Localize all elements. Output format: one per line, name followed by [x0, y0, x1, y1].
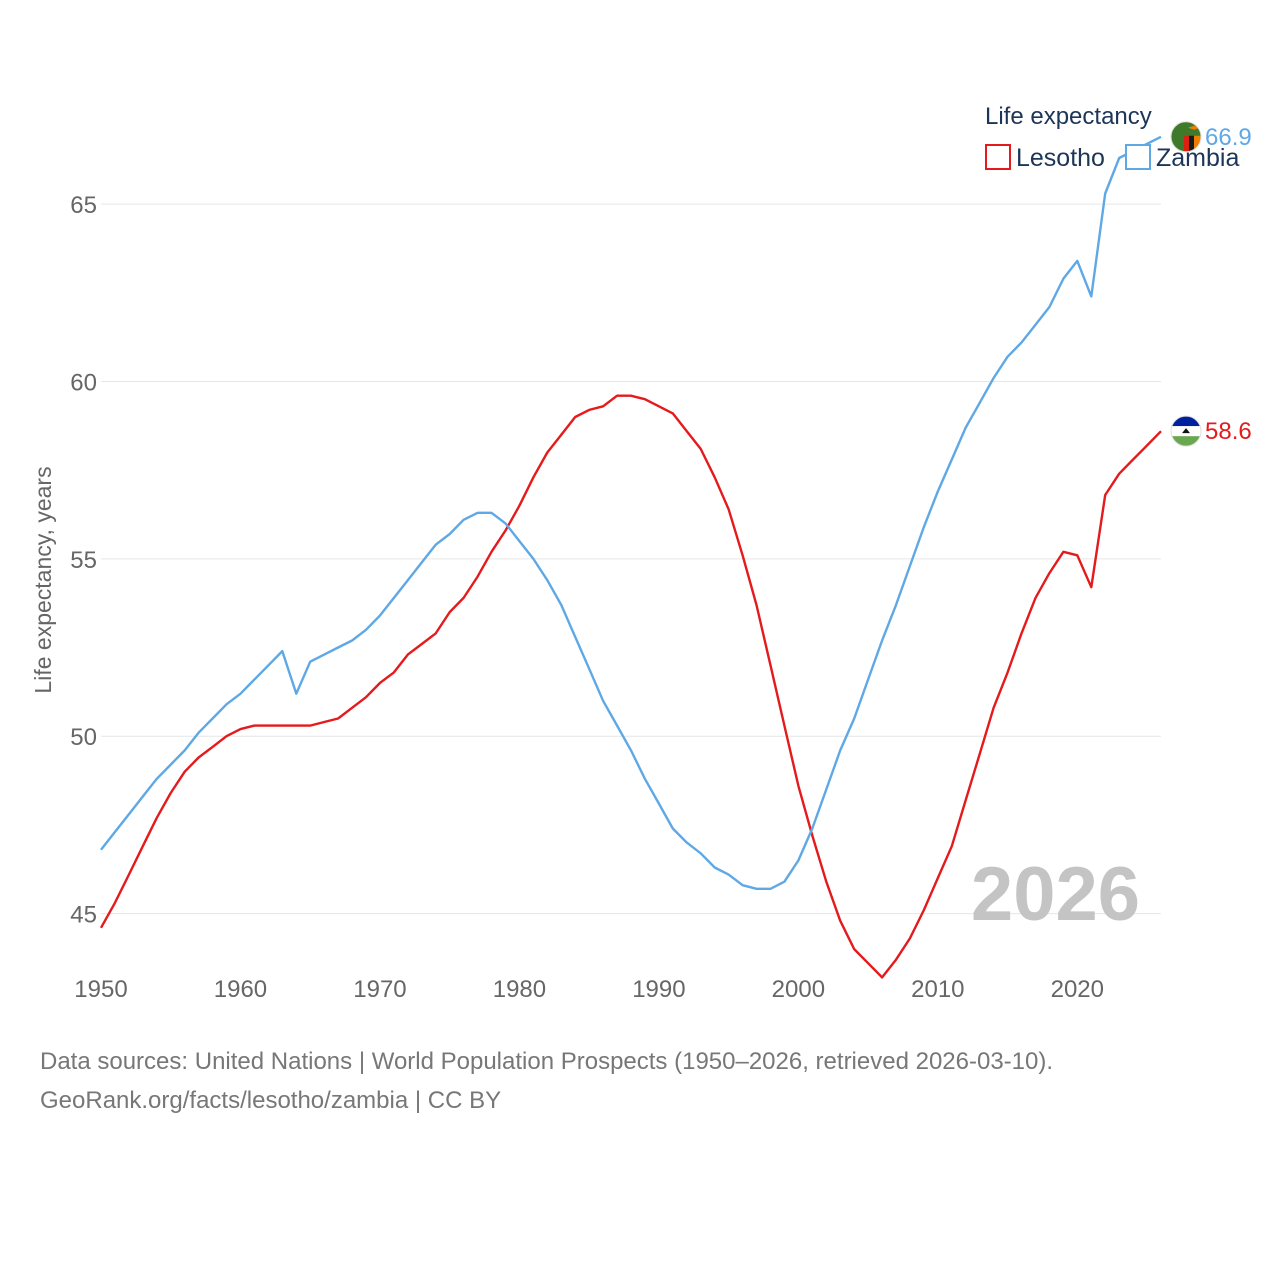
x-tick-label-2000: 2000 — [772, 976, 825, 1003]
y-tick-label-45: 45 — [70, 902, 97, 929]
x-tick-label-1970: 1970 — [353, 976, 406, 1003]
gridlines — [101, 203, 1161, 915]
zambia-flag-ring — [1170, 121, 1202, 153]
legend-item-lesotho[interactable]: Lesotho — [985, 144, 1105, 172]
legend-swatch-zambia — [1125, 144, 1151, 170]
x-tick-label-2020: 2020 — [1051, 976, 1104, 1003]
series-line-lesotho — [99, 394, 1162, 979]
lesotho-flag-ring — [1170, 415, 1202, 447]
x-axis: 1950 1960 1970 1980 1990 2000 2010 2020 — [74, 976, 1104, 1003]
x-tick-label-1950: 1950 — [74, 976, 127, 1003]
end-label-lesotho: 58.6 — [1205, 418, 1252, 445]
series-line-zambia — [100, 135, 1162, 890]
x-tick-label-2010: 2010 — [911, 976, 964, 1003]
line-chart: 45 50 55 60 65 1950 1960 1970 1980 1990 2000 2010 2… — [30, 103, 1252, 1003]
x-tick-label-1990: 1990 — [632, 976, 685, 1003]
data-sources-text: Data sources: United Nations | World Pop… — [40, 1048, 1054, 1075]
legend[interactable]: Life expectancy Lesotho Zambia — [985, 103, 1239, 172]
y-axis-title: Life expectancy, years — [30, 466, 56, 693]
legend-swatch-lesotho — [985, 144, 1011, 170]
lesotho-flag-icon — [1171, 416, 1201, 447]
y-tick-label-55: 55 — [70, 547, 97, 574]
end-label-zambia: 66.9 — [1205, 124, 1252, 151]
footer: Data sources: United Nations | World Pop… — [40, 1042, 1240, 1120]
zambia-flag-icon — [1171, 121, 1201, 152]
y-tick-label-60: 60 — [70, 370, 97, 397]
legend-title: Life expectancy — [985, 103, 1152, 130]
x-tick-label-1980: 1980 — [493, 976, 546, 1003]
legend-item-zambia[interactable]: Zambia — [1125, 144, 1239, 172]
y-tick-label-65: 65 — [70, 192, 97, 219]
series-lines — [99, 135, 1162, 979]
legend-label-lesotho: Lesotho — [1016, 144, 1105, 172]
y-tick-label-50: 50 — [70, 724, 97, 751]
y-axis: 45 50 55 60 65 — [70, 192, 97, 928]
credit-text[interactable]: GeoRank.org/facts/lesotho/zambia | CC BY — [40, 1087, 502, 1114]
x-tick-label-1960: 1960 — [214, 976, 267, 1003]
legend-label-zambia: Zambia — [1156, 144, 1239, 172]
year-stamp: 2026 — [971, 852, 1140, 937]
